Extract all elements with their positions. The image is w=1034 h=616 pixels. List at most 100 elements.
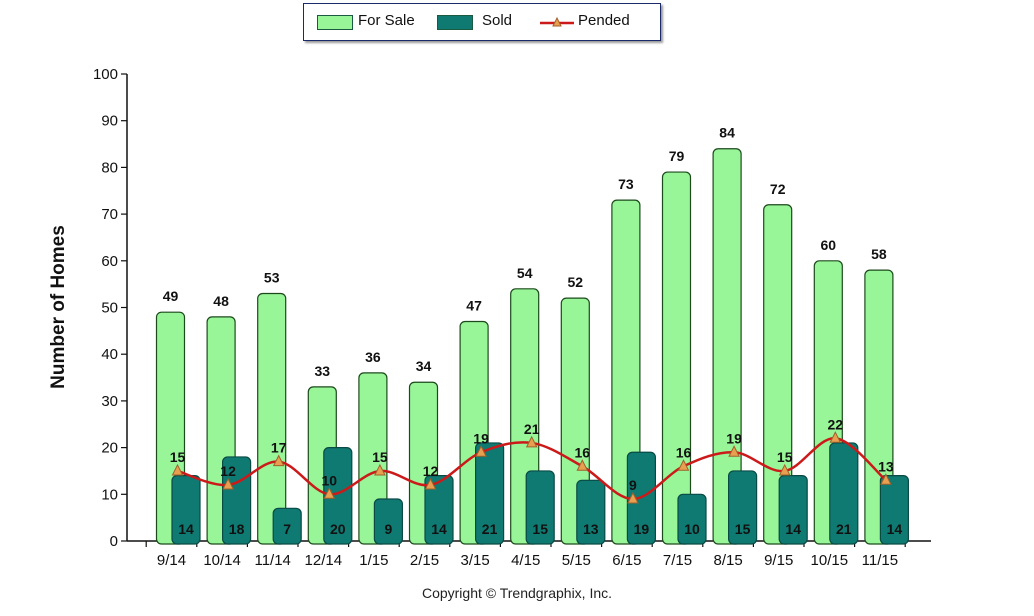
- sold-bar: [373, 498, 403, 545]
- sold-value-label: 14: [785, 521, 801, 537]
- sold-value-label: 9: [385, 521, 393, 537]
- y-tick-label: 80: [101, 159, 118, 176]
- y-tick-label: 50: [101, 300, 118, 317]
- for-sale-value-label: 49: [163, 288, 179, 304]
- sold-bar: [727, 470, 758, 545]
- for-sale-value-label: 48: [213, 293, 229, 309]
- legend-label-sold: Sold: [482, 12, 513, 29]
- pended-value-label: 16: [575, 444, 591, 460]
- pended-value-label: 12: [220, 463, 236, 479]
- chart-legend: For Sale Sold Pended: [303, 3, 661, 41]
- pended-value-label: 10: [322, 472, 338, 488]
- for-sale-value-label: 58: [871, 246, 887, 262]
- for-sale-bar: [257, 292, 287, 545]
- pended-marker: [576, 459, 589, 471]
- for-sale-value-label: 79: [669, 148, 685, 164]
- for-sale-bar: [763, 204, 793, 545]
- sold-value-label: 19: [634, 521, 650, 537]
- sold-value-label: 21: [836, 521, 852, 537]
- x-tick-label: 8/15: [713, 552, 742, 569]
- pended-marker: [880, 473, 892, 485]
- sold-bar: [475, 442, 505, 545]
- sold-value-label: 20: [330, 521, 346, 537]
- pended-value-label: 22: [828, 416, 844, 432]
- pended-value-label: 13: [878, 458, 894, 474]
- for-sale-value-label: 84: [719, 125, 735, 141]
- y-tick-label: 40: [101, 346, 118, 363]
- y-tick-label: 0: [110, 533, 118, 550]
- x-tick-label: 12/14: [305, 552, 343, 569]
- pended-marker: [525, 435, 538, 448]
- y-tick-label: 90: [101, 113, 118, 130]
- data-labels: 49 48 53 33 36 34 47 54 52 73 79 84 72 60 58 14 18 7 20 9 14…: [163, 125, 903, 537]
- sold-series: [171, 442, 910, 545]
- pended-value-label: 17: [271, 440, 287, 456]
- x-tick-label: 5/15: [562, 552, 591, 569]
- sold-value-label: 14: [887, 521, 903, 537]
- for-sale-value-label: 72: [770, 181, 786, 197]
- for-sale-value-label: 33: [315, 363, 331, 379]
- pended-value-label: 12: [423, 463, 439, 479]
- legend-swatch-pended: [540, 16, 574, 27]
- y-tick-label: 30: [101, 393, 118, 410]
- for-sale-value-label: 47: [466, 298, 482, 314]
- pended-marker: [778, 463, 791, 476]
- pended-series: [171, 431, 892, 504]
- pended-marker: [171, 463, 184, 476]
- for-sale-bar: [661, 171, 692, 545]
- x-tick-label: 10/15: [811, 552, 849, 569]
- legend-label-for-sale: For Sale: [358, 12, 415, 29]
- pended-value-label: 16: [676, 444, 692, 460]
- y-tick-label: 10: [101, 486, 118, 503]
- pended-marker: [475, 445, 487, 457]
- for-sale-value-label: 52: [568, 274, 584, 290]
- chart-axes: 0 10 20 30 40 50 60 70 80 90 100 9/14 10/14 11/14 12/1…: [93, 66, 931, 569]
- x-tick-label: 9/14: [157, 552, 186, 569]
- legend-swatch-sold: [437, 15, 473, 30]
- pended-value-label: 21: [524, 421, 540, 437]
- sold-bar: [323, 447, 353, 545]
- sold-value-label: 7: [283, 521, 291, 537]
- sold-bar: [829, 442, 859, 545]
- pended-marker: [424, 477, 437, 490]
- for-sale-value-label: 53: [264, 269, 280, 285]
- for-sale-value-label: 34: [416, 358, 432, 374]
- x-tick-label: 11/15: [862, 552, 898, 569]
- x-tick-label: 7/15: [663, 552, 692, 569]
- sold-value-label: 14: [431, 521, 447, 537]
- sold-bar: [272, 507, 302, 545]
- x-tick-label: 10/14: [203, 552, 241, 569]
- x-tick-label: 6/15: [612, 552, 641, 569]
- pended-value-label: 15: [170, 449, 186, 465]
- copyright-text: Copyright © Trendgraphix, Inc.: [421, 585, 613, 601]
- pended-value-label: 15: [777, 449, 793, 465]
- y-tick-label: 60: [101, 253, 118, 270]
- pended-value-label: 9: [629, 477, 637, 493]
- sold-bar: [525, 470, 555, 545]
- pended-marker: [272, 454, 285, 467]
- x-tick-label: 1/15: [359, 552, 388, 569]
- x-tick-label: 2/15: [410, 552, 439, 569]
- y-tick-label: 70: [101, 206, 118, 223]
- pended-marker: [627, 491, 639, 504]
- sold-bar: [879, 475, 910, 545]
- pended-marker: [222, 477, 234, 490]
- pended-marker: [829, 431, 842, 443]
- sold-value-label: 21: [482, 521, 498, 537]
- for-sale-value-label: 73: [618, 176, 634, 192]
- y-tick-label: 20: [101, 440, 118, 457]
- pended-marker: [374, 463, 386, 476]
- sold-bar: [171, 475, 201, 545]
- sold-bar: [424, 475, 454, 545]
- x-tick-label: 9/15: [764, 552, 793, 569]
- legend-swatch-for-sale: [317, 15, 353, 30]
- pended-value-label: 15: [372, 449, 388, 465]
- pended-marker: [323, 487, 336, 499]
- sold-bar: [778, 475, 808, 545]
- pended-value-label: 19: [726, 430, 742, 446]
- x-tick-label: 11/14: [254, 552, 290, 569]
- sold-bar: [576, 479, 606, 545]
- for-sale-value-label: 60: [821, 237, 837, 253]
- y-axis-label: Number of Homes: [48, 225, 69, 389]
